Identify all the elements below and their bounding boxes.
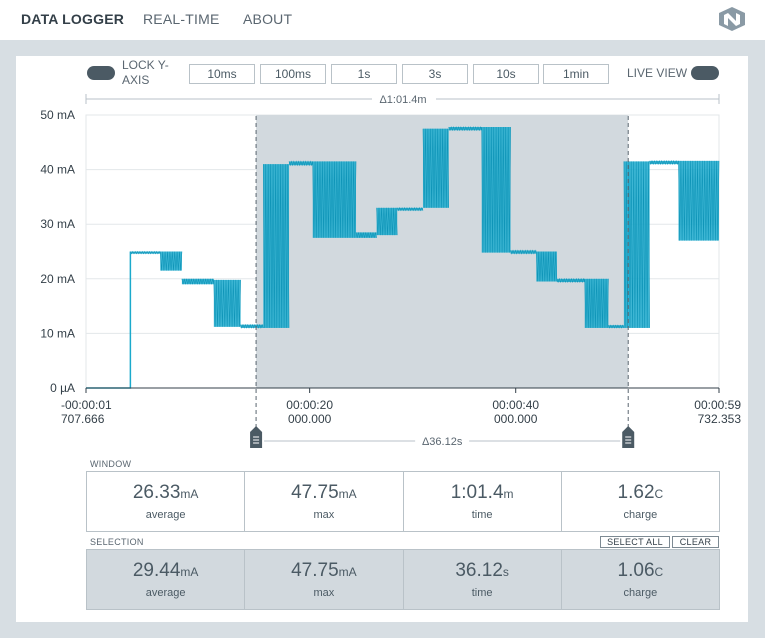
selection-span-label: Δ36.12s (422, 436, 463, 448)
trace-oscillation (376, 207, 398, 236)
window-1min-button[interactable]: 1min (543, 64, 609, 84)
window-10s-button[interactable]: 10s (473, 64, 539, 84)
selection-stat-average: 29.44mA average (87, 550, 246, 609)
trace-oscillation (422, 128, 449, 208)
selection-span-label-bg (415, 434, 470, 448)
window-stats: 26.33mA average 47.75mA max 1:01.4m time… (86, 471, 720, 532)
stat-value: 1.62 (617, 482, 655, 503)
x-tick-label: 00:00:59 (694, 398, 741, 412)
window-stat-average: 26.33mA average (87, 472, 246, 531)
selection-section-label: SELECTION (90, 537, 144, 547)
window-1s-button[interactable]: 1s (331, 64, 397, 84)
trace-oscillation (584, 278, 609, 328)
trace-oscillation (130, 250, 161, 255)
select-all-button[interactable]: SELECT ALL (600, 536, 670, 548)
y-tick-label: 0 µA (50, 381, 75, 395)
stat-value: 47.75 (291, 560, 339, 581)
stat-caption: charge (623, 509, 658, 521)
trace-oscillation (240, 323, 264, 329)
trace-oscillation (556, 277, 585, 283)
nordic-logo-icon (719, 7, 745, 31)
window-stat-max: 47.75mA max (245, 472, 404, 531)
y-tick-label: 50 mA (40, 108, 75, 122)
live-view-toggle[interactable] (691, 66, 719, 80)
window-10ms-button[interactable]: 10ms (189, 64, 255, 84)
trace-oscillation (262, 164, 290, 328)
y-tick-label: 40 mA (40, 163, 75, 177)
selection-stat-charge: 1.06C charge (562, 550, 719, 609)
stat-caption: average (145, 587, 186, 599)
trace-oscillation (288, 160, 313, 167)
trace-oscillation (160, 251, 183, 271)
stat-unit: C (654, 487, 664, 501)
x-tick-sublabel: 707.666 (61, 412, 105, 426)
window-100ms-button[interactable]: 100ms (260, 64, 326, 84)
live-view-label: LIVE VIEW (627, 66, 688, 80)
trace-oscillation (510, 249, 537, 255)
selection-stat-max: 47.75mA max (245, 550, 404, 609)
stat-caption: charge (623, 587, 658, 599)
lock-y-axis-toggle[interactable] (87, 66, 115, 80)
x-tick-sublabel: 000.000 (288, 412, 332, 426)
stat-unit: mA (338, 565, 357, 579)
trace-oscillation (355, 232, 377, 238)
x-tick-label: 00:00:20 (286, 398, 333, 412)
trace-band (649, 160, 679, 165)
stat-unit: m (503, 487, 514, 501)
trace-oscillation (536, 251, 558, 282)
top-navigation: DATA LOGGER REAL-TIME ABOUT (0, 0, 765, 40)
nav-about[interactable]: ABOUT (243, 11, 293, 27)
stat-value: 36.12 (455, 560, 503, 581)
selection-stats: 29.44mA average 47.75mA max 36.12s time … (86, 549, 720, 610)
stat-unit: mA (180, 565, 199, 579)
window-span-label: Δ1:01.4m (379, 94, 426, 106)
selection-left-handle-icon[interactable] (250, 426, 263, 448)
stat-unit: C (654, 565, 664, 579)
x-tick-sublabel: 732.353 (698, 412, 742, 426)
x-tick-label: 00:00:40 (492, 398, 539, 412)
stat-unit: s (502, 565, 509, 579)
x-tick-label: -00:00:01 (61, 398, 112, 412)
stat-caption: time (471, 509, 493, 521)
window-span-label-bg (372, 92, 436, 106)
stat-value: 1.06 (617, 560, 655, 581)
window-stat-charge: 1.62C charge (562, 472, 719, 531)
current-chart[interactable]: 0 µA 10 mA 20 mA 30 mA 40 mA 50 mA -00:00:0170… (0, 0, 765, 460)
lock-y-axis-label: LOCK Y- AXIS (122, 58, 169, 87)
window-section-label: WINDOW (90, 459, 132, 469)
trace-baseline (86, 251, 132, 389)
y-tick-label: 10 mA (40, 326, 75, 340)
window-3s-button[interactable]: 3s (402, 64, 468, 84)
trace-band (289, 161, 313, 166)
selection-stat-time: 36.12s time (404, 550, 562, 609)
stat-value: 26.33 (132, 482, 181, 503)
trace-oscillation (448, 126, 482, 132)
stat-value: 1:01.4 (450, 482, 504, 503)
nav-data-logger[interactable]: DATA LOGGER (21, 11, 125, 27)
chart-axes: 0 µA 10 mA 20 mA 30 mA 40 mA 50 mA -00:00:0170… (40, 108, 741, 426)
stat-caption: time (471, 587, 493, 599)
x-tick-sublabel: 000.000 (494, 412, 538, 426)
window-stat-time: 1:01.4m time (404, 472, 562, 531)
stat-caption: max (313, 587, 335, 599)
trace-oscillation (678, 160, 720, 241)
trace-oscillation (312, 161, 357, 238)
selection-right-handle-icon[interactable] (622, 426, 635, 448)
trace-oscillation (608, 324, 625, 329)
nav-real-time[interactable]: REAL-TIME (143, 11, 220, 27)
trace-oscillation (181, 278, 215, 285)
trace-oscillation (396, 207, 424, 212)
stat-caption: average (145, 509, 186, 521)
stat-value: 47.75 (291, 482, 339, 503)
clear-selection-button[interactable]: CLEAR (672, 536, 719, 548)
y-tick-label: 30 mA (40, 217, 75, 231)
stat-unit: mA (338, 487, 357, 501)
trace-oscillation (649, 160, 679, 165)
stat-caption: max (313, 509, 335, 521)
stat-unit: mA (180, 487, 199, 501)
trace-oscillation (213, 279, 241, 327)
y-tick-label: 20 mA (40, 272, 75, 286)
stat-value: 29.44 (132, 560, 181, 581)
trace-oscillation (481, 126, 511, 253)
